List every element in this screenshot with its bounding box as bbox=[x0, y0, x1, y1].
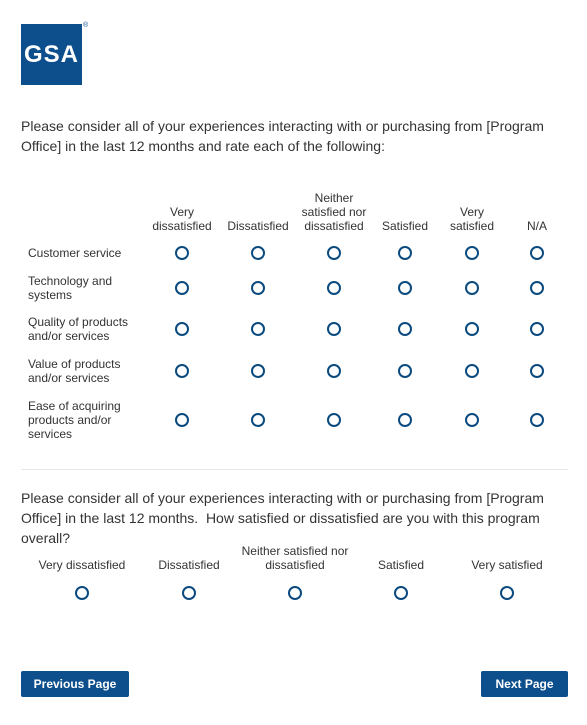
radio-button[interactable] bbox=[175, 322, 189, 336]
radio-button[interactable] bbox=[251, 281, 265, 295]
question-1-text: Please consider all of your experiences … bbox=[21, 118, 548, 154]
radio-button[interactable] bbox=[251, 413, 265, 427]
column-header: Neither satisfied nor dissatisfied bbox=[301, 191, 367, 233]
radio-button[interactable] bbox=[327, 281, 341, 295]
radio-button[interactable] bbox=[465, 246, 479, 260]
radio-button[interactable] bbox=[175, 413, 189, 427]
radio-button[interactable] bbox=[175, 246, 189, 260]
radio-button[interactable] bbox=[251, 322, 265, 336]
row-label: Value of products and/or services bbox=[28, 357, 121, 385]
question-2-text: Please consider all of your experiences … bbox=[21, 490, 548, 546]
radio-button[interactable] bbox=[465, 281, 479, 295]
option-label: Very satisfied bbox=[471, 558, 543, 572]
radio-button[interactable] bbox=[175, 281, 189, 295]
radio-button[interactable] bbox=[288, 586, 302, 600]
radio-button[interactable] bbox=[465, 322, 479, 336]
radio-button[interactable] bbox=[398, 246, 412, 260]
radio-button[interactable] bbox=[530, 281, 544, 295]
column-header: Very satisfied bbox=[449, 205, 495, 233]
radio-button[interactable] bbox=[530, 322, 544, 336]
radio-button[interactable] bbox=[398, 322, 412, 336]
divider bbox=[21, 469, 568, 470]
gsa-logo: GSA bbox=[21, 24, 82, 85]
row-label: Customer service bbox=[28, 246, 122, 260]
option-label: Satisfied bbox=[377, 558, 425, 572]
row-label: Ease of acquiring products and/or servic… bbox=[28, 399, 121, 441]
previous-page-button[interactable]: Previous Page bbox=[21, 671, 129, 697]
radio-button[interactable] bbox=[251, 364, 265, 378]
radio-button[interactable] bbox=[465, 413, 479, 427]
radio-button[interactable] bbox=[251, 246, 265, 260]
option-label: Dissatisfied bbox=[158, 558, 220, 572]
radio-button[interactable] bbox=[500, 586, 514, 600]
row-label: Technology and systems bbox=[28, 274, 113, 302]
option-label: Very dissatisfied bbox=[38, 558, 126, 572]
radio-button[interactable] bbox=[398, 413, 412, 427]
radio-button[interactable] bbox=[327, 364, 341, 378]
radio-button[interactable] bbox=[327, 322, 341, 336]
column-header: Satisfied bbox=[381, 219, 429, 233]
radio-button[interactable] bbox=[398, 281, 412, 295]
radio-button[interactable] bbox=[175, 364, 189, 378]
option-label: Neither satisfied nor dissatisfied bbox=[241, 544, 349, 572]
column-header: N/A bbox=[526, 219, 547, 233]
radio-button[interactable] bbox=[530, 246, 544, 260]
next-page-button[interactable]: Next Page bbox=[481, 671, 568, 697]
radio-button[interactable] bbox=[530, 413, 544, 427]
radio-button[interactable] bbox=[398, 364, 412, 378]
column-header: Very dissatisfied bbox=[152, 205, 212, 233]
radio-button[interactable] bbox=[75, 586, 89, 600]
radio-button[interactable] bbox=[182, 586, 196, 600]
radio-button[interactable] bbox=[327, 246, 341, 260]
radio-button[interactable] bbox=[530, 364, 544, 378]
registered-mark: ® bbox=[83, 22, 89, 29]
radio-button[interactable] bbox=[394, 586, 408, 600]
radio-button[interactable] bbox=[327, 413, 341, 427]
row-label: Quality of products and/or services bbox=[28, 315, 129, 343]
radio-button[interactable] bbox=[465, 364, 479, 378]
column-header: Dissatisfied bbox=[227, 219, 289, 233]
